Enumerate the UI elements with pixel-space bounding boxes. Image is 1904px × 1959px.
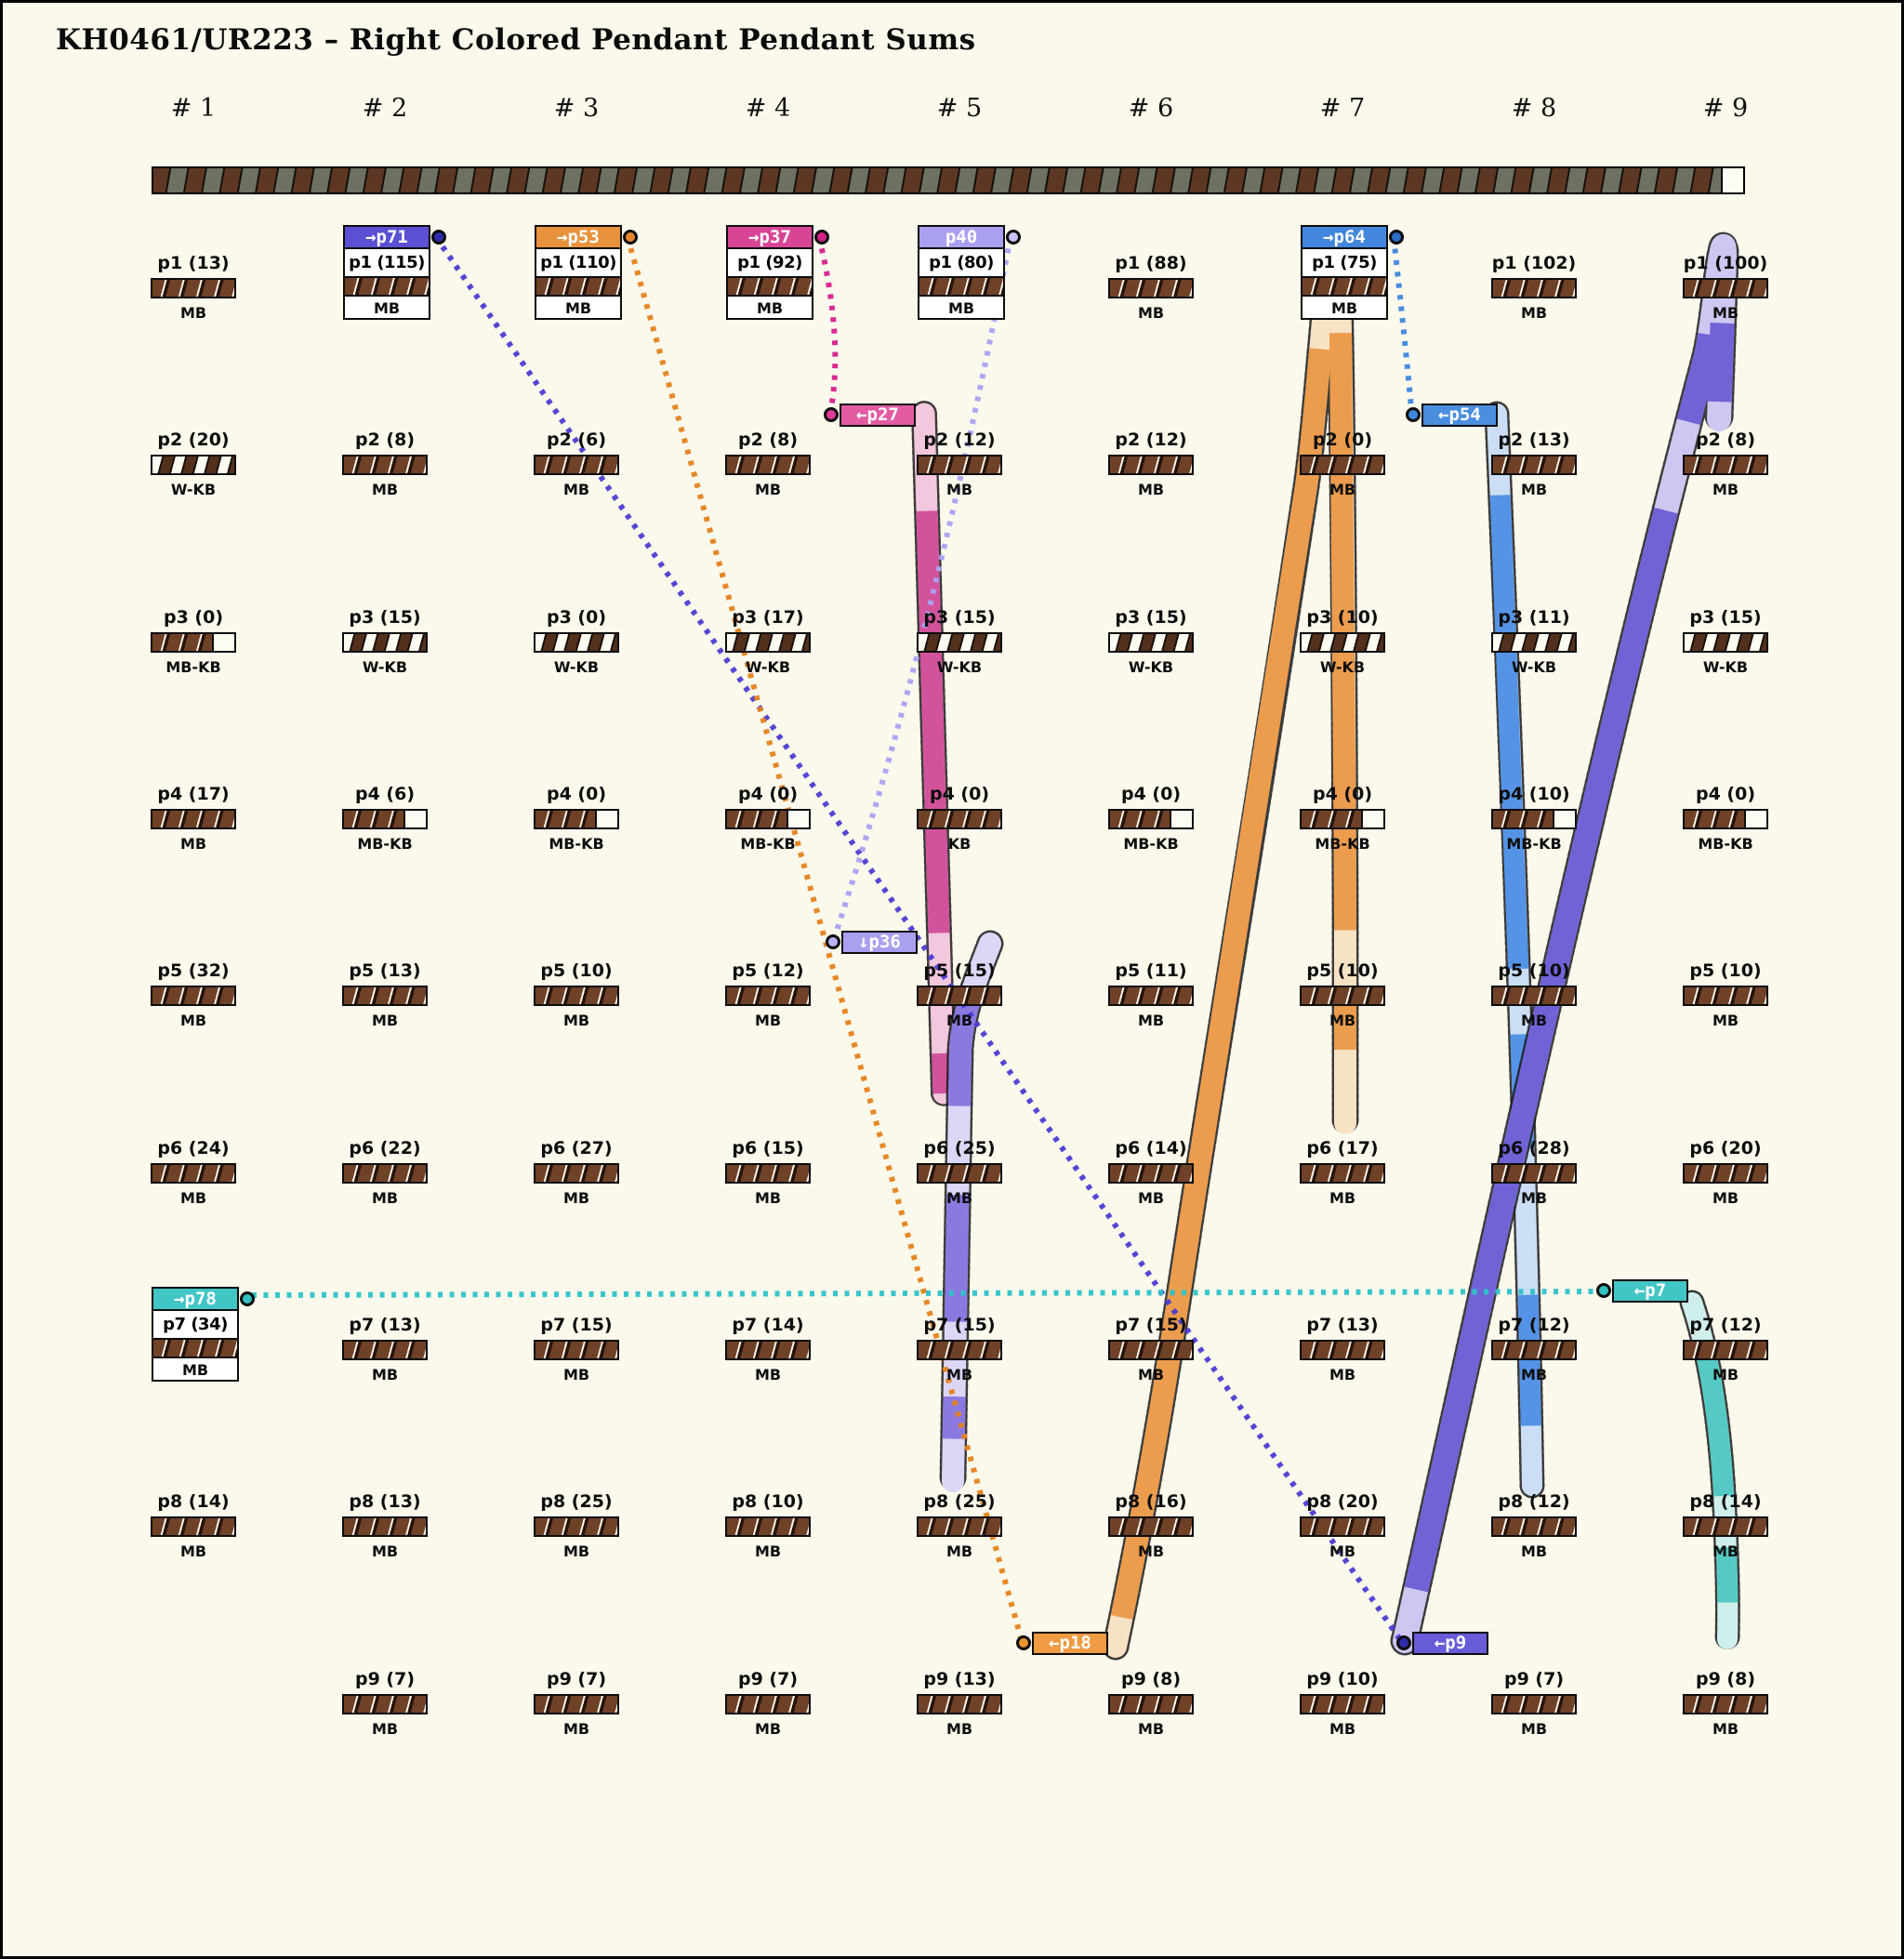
page-title: KH0461/UR223 – Right Colored Pendant Pen… [56,23,976,57]
r-p7-solid [1682,1299,1739,1640]
ribbons-and-connectors-layer [251,232,1740,1661]
r-p27-solid [913,413,955,1094]
connector-p71-p9 [433,235,1406,1646]
connector-p64-p54 [1391,236,1414,409]
connector-p37-p27 [816,236,839,409]
r-p36-solid [942,939,1001,1482]
warp-band [152,166,1745,194]
connector-p40-p36 [832,236,1013,937]
connector-p78-p7 [251,1289,1602,1298]
r-p54-solid [1487,413,1542,1487]
r-p9-solid [1393,233,1737,1644]
r-p18-solid [1104,235,1356,1649]
warp-band-end [1721,168,1743,192]
